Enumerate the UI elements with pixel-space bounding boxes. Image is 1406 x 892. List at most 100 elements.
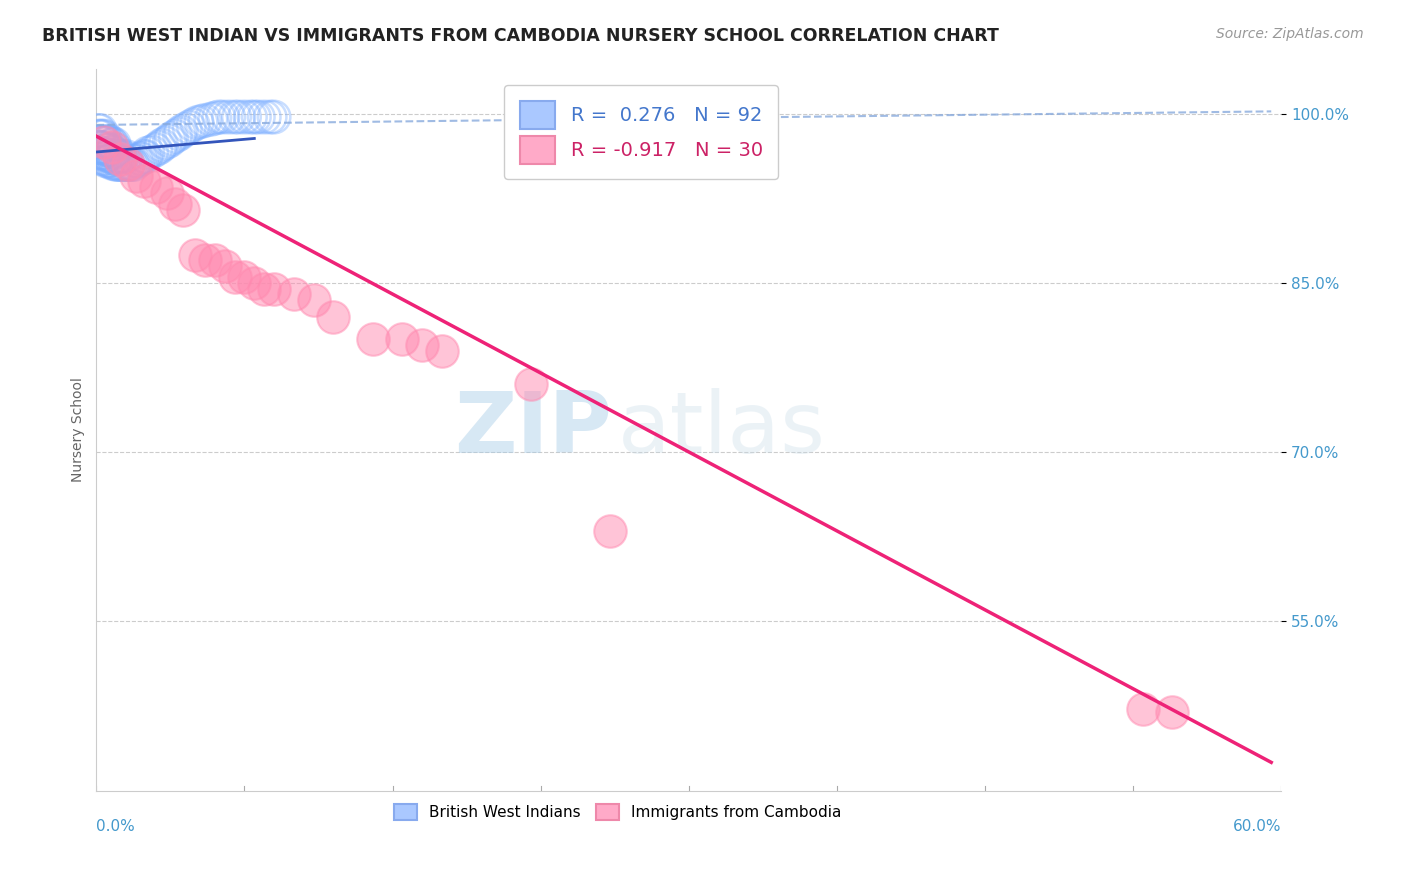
Point — [302, 293, 325, 307]
Point — [132, 149, 155, 163]
Point — [263, 110, 285, 124]
Point — [87, 123, 110, 137]
Text: 60.0%: 60.0% — [1233, 819, 1281, 834]
Point — [96, 143, 118, 157]
Point — [243, 276, 266, 290]
Point — [214, 259, 236, 273]
Point — [97, 148, 120, 162]
Point — [165, 129, 187, 144]
Point — [91, 146, 114, 161]
Point — [247, 110, 270, 124]
Point — [263, 281, 285, 295]
Point — [128, 152, 150, 166]
Point — [98, 135, 121, 149]
Text: ZIP: ZIP — [454, 388, 612, 471]
Point — [283, 287, 305, 301]
Point — [160, 131, 183, 145]
Point — [97, 154, 120, 169]
Point — [224, 270, 246, 285]
Point — [122, 157, 145, 171]
Text: 0.0%: 0.0% — [97, 819, 135, 834]
Point — [243, 110, 266, 124]
Point — [253, 110, 276, 124]
Point — [91, 152, 114, 166]
Point — [93, 146, 115, 161]
Point — [103, 151, 125, 165]
Point — [112, 157, 135, 171]
Point — [108, 152, 131, 166]
Point — [121, 157, 143, 171]
Point — [169, 127, 191, 141]
Point — [107, 157, 129, 171]
Point — [96, 154, 118, 169]
Point — [218, 110, 240, 124]
Point — [1161, 705, 1184, 719]
Point — [115, 149, 138, 163]
Point — [194, 113, 217, 128]
Point — [150, 138, 173, 153]
Point — [599, 524, 621, 538]
Point — [105, 157, 128, 171]
Text: atlas: atlas — [617, 388, 825, 471]
Point — [430, 343, 453, 358]
Text: BRITISH WEST INDIAN VS IMMIGRANTS FROM CAMBODIA NURSERY SCHOOL CORRELATION CHART: BRITISH WEST INDIAN VS IMMIGRANTS FROM C… — [42, 27, 1000, 45]
Point — [391, 332, 413, 346]
Point — [172, 202, 194, 217]
Point — [89, 140, 111, 154]
Point — [174, 122, 197, 136]
Point — [135, 149, 157, 163]
Point — [89, 146, 111, 161]
Point — [233, 110, 256, 124]
Point — [108, 157, 131, 171]
Text: Source: ZipAtlas.com: Source: ZipAtlas.com — [1216, 27, 1364, 41]
Point — [125, 169, 148, 183]
Point — [519, 377, 541, 392]
Point — [91, 135, 114, 149]
Point — [111, 149, 134, 163]
Point — [91, 140, 114, 154]
Point — [89, 135, 111, 149]
Point — [101, 140, 124, 154]
Point — [184, 248, 207, 262]
Point — [145, 180, 167, 194]
Point — [98, 143, 121, 157]
Point — [101, 145, 124, 159]
Point — [87, 129, 110, 144]
Point — [98, 148, 121, 162]
Point — [211, 110, 233, 124]
Point — [93, 129, 115, 144]
Point — [101, 156, 124, 170]
Point — [132, 174, 155, 188]
Point — [127, 154, 149, 169]
Point — [179, 120, 201, 135]
Point — [233, 270, 256, 285]
Point — [1132, 702, 1154, 716]
Point — [98, 154, 121, 169]
Point — [224, 110, 246, 124]
Point — [155, 136, 177, 150]
Point — [96, 148, 118, 162]
Point — [194, 253, 217, 268]
Point — [107, 149, 129, 163]
Point — [322, 310, 344, 324]
Point — [181, 118, 204, 132]
Point — [89, 123, 111, 137]
Point — [93, 135, 115, 149]
Point — [170, 125, 193, 139]
Point — [204, 253, 226, 268]
Point — [96, 135, 118, 149]
Point — [101, 137, 124, 152]
Point — [186, 116, 208, 130]
Point — [103, 145, 125, 159]
Point — [93, 152, 115, 166]
Point — [93, 135, 115, 149]
Point — [136, 146, 159, 161]
Point — [131, 152, 153, 166]
Point — [157, 134, 180, 148]
Point — [87, 140, 110, 154]
Y-axis label: Nursery School: Nursery School — [72, 377, 86, 482]
Point — [91, 129, 114, 144]
Point — [145, 143, 167, 157]
Point — [117, 157, 139, 171]
Point — [156, 186, 179, 200]
